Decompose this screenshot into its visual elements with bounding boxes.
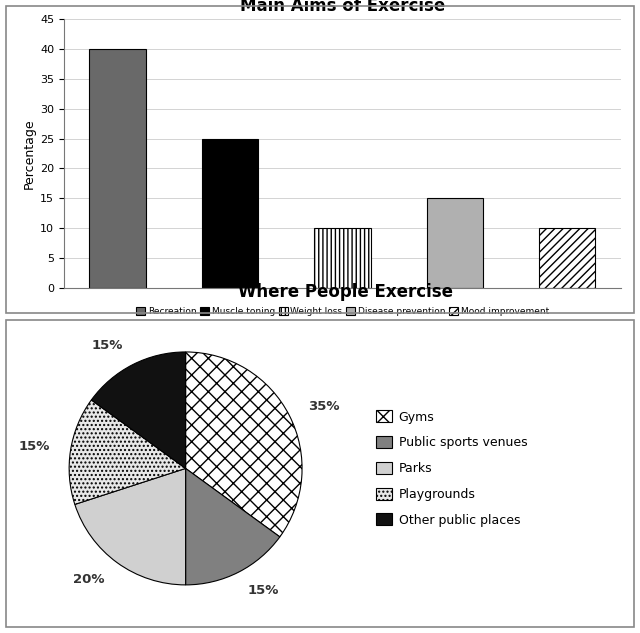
Text: 15%: 15% — [19, 441, 50, 453]
Wedge shape — [75, 468, 186, 585]
Title: Where People Exercise: Where People Exercise — [238, 283, 453, 301]
Wedge shape — [186, 352, 302, 537]
Y-axis label: Percentage: Percentage — [23, 118, 36, 189]
Bar — [540, 229, 595, 288]
Text: 20%: 20% — [74, 573, 105, 586]
Wedge shape — [92, 352, 186, 468]
Bar — [314, 229, 371, 288]
Text: 35%: 35% — [308, 399, 340, 413]
Bar — [202, 139, 258, 288]
Legend: Recreation, Muscle toning, Weight loss, Disease prevention, Mood improvement: Recreation, Muscle toning, Weight loss, … — [132, 303, 552, 320]
Text: 15%: 15% — [92, 339, 124, 353]
Bar — [90, 49, 145, 288]
Title: Main Aims of Exercise: Main Aims of Exercise — [240, 0, 445, 15]
Wedge shape — [69, 400, 186, 505]
Wedge shape — [186, 468, 280, 585]
Legend: Gyms, Public sports venues, Parks, Playgrounds, Other public places: Gyms, Public sports venues, Parks, Playg… — [371, 405, 532, 532]
Text: 15%: 15% — [248, 584, 280, 598]
Bar — [427, 198, 483, 288]
